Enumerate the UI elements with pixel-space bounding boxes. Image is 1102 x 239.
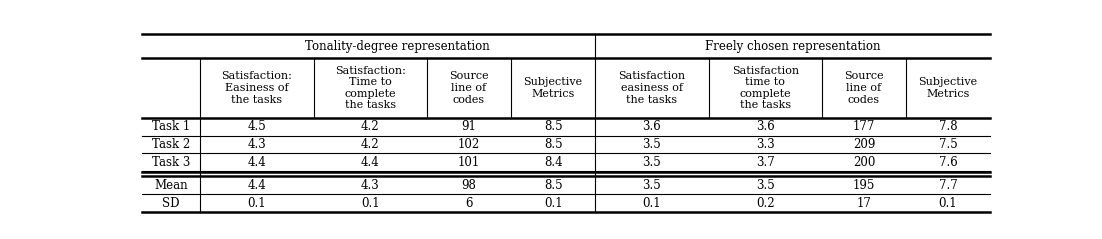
Text: 98: 98: [462, 179, 476, 192]
Text: 0.1: 0.1: [544, 197, 562, 210]
Text: 0.2: 0.2: [756, 197, 775, 210]
Text: 3.7: 3.7: [756, 156, 775, 169]
Text: 7.8: 7.8: [939, 120, 958, 133]
Text: Source
line of
codes: Source line of codes: [844, 71, 884, 105]
Text: 3.5: 3.5: [642, 179, 661, 192]
Text: 4.3: 4.3: [361, 179, 380, 192]
Text: 209: 209: [853, 138, 875, 151]
Text: Tonality-degree representation: Tonality-degree representation: [305, 40, 490, 53]
Text: SD: SD: [162, 197, 180, 210]
Text: 8.4: 8.4: [544, 156, 562, 169]
Text: Source
line of
codes: Source line of codes: [450, 71, 489, 105]
Text: 6: 6: [465, 197, 473, 210]
Text: Satisfaction
easiness of
the tasks: Satisfaction easiness of the tasks: [618, 71, 685, 105]
Text: 177: 177: [853, 120, 875, 133]
Text: 3.5: 3.5: [642, 138, 661, 151]
Text: Freely chosen representation: Freely chosen representation: [705, 40, 880, 53]
Text: 3.5: 3.5: [756, 179, 775, 192]
Text: 4.4: 4.4: [248, 179, 267, 192]
Text: 4.5: 4.5: [248, 120, 267, 133]
Text: 3.5: 3.5: [642, 156, 661, 169]
Text: Satisfaction:
Time to
complete
the tasks: Satisfaction: Time to complete the tasks: [335, 65, 406, 110]
Text: 0.1: 0.1: [939, 197, 958, 210]
Text: 3.6: 3.6: [642, 120, 661, 133]
Text: 8.5: 8.5: [544, 120, 562, 133]
Text: 8.5: 8.5: [544, 138, 562, 151]
Text: 195: 195: [853, 179, 875, 192]
Text: 101: 101: [458, 156, 480, 169]
Text: 7.6: 7.6: [939, 156, 958, 169]
Text: 102: 102: [458, 138, 480, 151]
Text: 200: 200: [853, 156, 875, 169]
Text: 4.4: 4.4: [248, 156, 267, 169]
Text: 4.2: 4.2: [361, 138, 380, 151]
Text: 7.7: 7.7: [939, 179, 958, 192]
Text: Task 1: Task 1: [152, 120, 191, 133]
Text: Mean: Mean: [154, 179, 188, 192]
Text: 8.5: 8.5: [544, 179, 562, 192]
Text: 3.3: 3.3: [756, 138, 775, 151]
Text: Satisfaction
time to
complete
the tasks: Satisfaction time to complete the tasks: [732, 65, 799, 110]
Text: 0.1: 0.1: [361, 197, 380, 210]
Text: 17: 17: [856, 197, 872, 210]
Text: Task 2: Task 2: [152, 138, 191, 151]
Text: Satisfaction:
Easiness of
the tasks: Satisfaction: Easiness of the tasks: [222, 71, 292, 105]
Text: 91: 91: [462, 120, 476, 133]
Text: Task 3: Task 3: [152, 156, 191, 169]
Text: 3.6: 3.6: [756, 120, 775, 133]
Text: 4.4: 4.4: [361, 156, 380, 169]
Text: 4.2: 4.2: [361, 120, 380, 133]
Text: 7.5: 7.5: [939, 138, 958, 151]
Text: 4.3: 4.3: [248, 138, 267, 151]
Text: Subjective
Metrics: Subjective Metrics: [918, 77, 977, 99]
Text: 0.1: 0.1: [642, 197, 661, 210]
Text: Subjective
Metrics: Subjective Metrics: [523, 77, 583, 99]
Text: 0.1: 0.1: [248, 197, 267, 210]
